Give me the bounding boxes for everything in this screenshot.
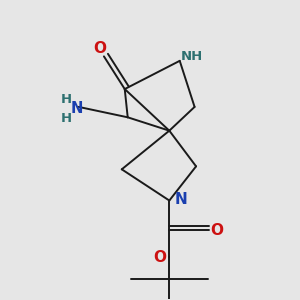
Text: O: O (210, 223, 224, 238)
Text: N: N (71, 101, 83, 116)
Text: NH: NH (181, 50, 203, 63)
Text: O: O (153, 250, 166, 265)
Text: N: N (174, 191, 187, 206)
Text: H: H (61, 93, 72, 106)
Text: H: H (61, 112, 72, 125)
Text: O: O (93, 41, 106, 56)
